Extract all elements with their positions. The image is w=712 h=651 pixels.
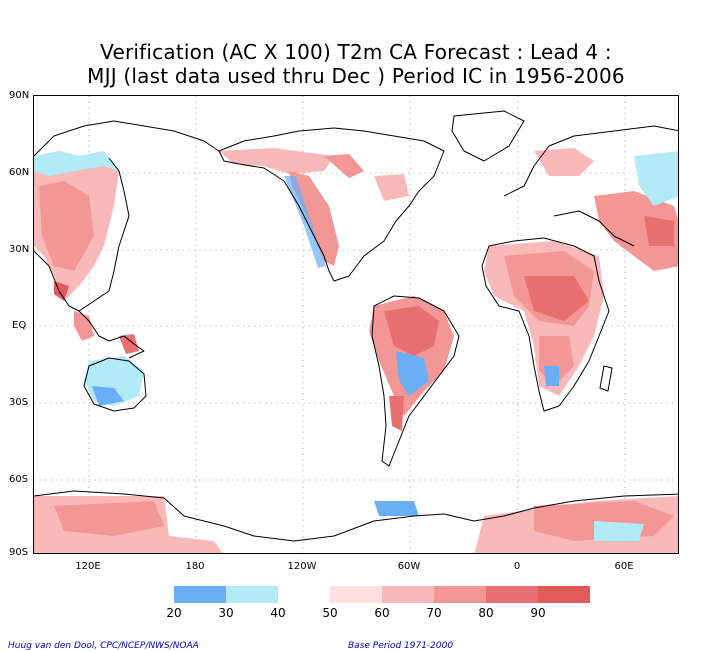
lon-label-120w: 120W (287, 561, 317, 572)
lon-label-180: 180 (185, 561, 205, 572)
lat-label-30n: 30N (9, 244, 30, 255)
colorbar-tick-30: 30 (218, 606, 234, 620)
shading-australia (84, 356, 144, 406)
colorbar-bin-40-50 (278, 586, 330, 603)
shading-africa (484, 241, 604, 396)
lon-label-60e: 60E (614, 561, 634, 572)
coast-australia (83, 357, 147, 412)
coast-eurasia-west (34, 120, 220, 312)
colorbar-tick-50: 50 (322, 606, 338, 620)
colorbar-tick-40: 40 (270, 606, 286, 620)
colorbar-bin-90-plus (538, 586, 590, 603)
map-area (33, 95, 679, 554)
colorbar-bin-20-30 (174, 586, 226, 603)
shading-antarctica (34, 496, 678, 553)
credit-author: Huug van den Dool, CPC/NCEP/NWS/NOAA (8, 641, 199, 651)
lat-label-90s: 90S (9, 547, 29, 558)
colorbar-bin-60-70 (382, 586, 434, 603)
colorbar-tick-70: 70 (426, 606, 442, 620)
shading-north-america (219, 148, 409, 268)
colorbar-tick-60: 60 (374, 606, 390, 620)
colorbar-tick-90: 90 (530, 606, 546, 620)
colorbar-bin-50-60 (330, 586, 382, 603)
lat-label-60s: 60S (9, 474, 29, 485)
colorbar (174, 586, 590, 603)
coast-north-america (218, 127, 445, 282)
coast-greenland (451, 110, 525, 162)
coast-africa (481, 237, 610, 412)
lat-label-30s: 30S (9, 397, 29, 408)
coast-south-america (371, 295, 460, 467)
lat-label-eq: EQ (12, 320, 27, 331)
lon-label-120e: 120E (75, 561, 101, 572)
coast-europe-asia (503, 125, 678, 247)
colorbar-bin-70-80 (434, 586, 486, 603)
lon-label-60w: 60W (397, 561, 421, 572)
lat-label-60n: 60N (9, 167, 30, 178)
credit-base-period: Base Period 1971-2000 (348, 641, 454, 651)
colorbar-bin-80-90 (486, 586, 538, 603)
colorbar-bin-30-40 (226, 586, 278, 603)
lat-label-90n: 90N (9, 90, 30, 101)
map-title-line-2: MJJ (last data used thru Dec ) Period IC… (87, 64, 625, 88)
coastlines (34, 110, 678, 542)
shading-south-america (369, 296, 454, 431)
colorbar-tick-80: 80 (478, 606, 494, 620)
world-map (34, 96, 678, 553)
lon-label-0: 0 (513, 561, 521, 572)
coast-antarctica (34, 490, 678, 542)
coast-southeast-asia (78, 310, 145, 359)
shading-asia-west (34, 151, 139, 354)
shading-eurasia-east (534, 148, 678, 271)
map-title-line-1: Verification (AC X 100) T2m CA Forecast … (100, 40, 612, 64)
colorbar-tick-20: 20 (166, 606, 182, 620)
coast-madagascar (599, 365, 613, 392)
